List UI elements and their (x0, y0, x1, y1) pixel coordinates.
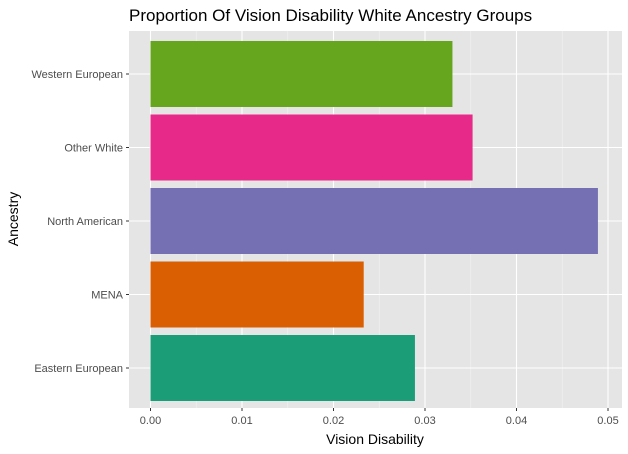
bar-eastern-european (150, 335, 415, 401)
tick-layer: Eastern European MENA North American Other … (31, 69, 618, 427)
x-tick-label: 0.02 (323, 415, 344, 427)
x-tick-label: 0.05 (597, 415, 618, 427)
chart-title: Proportion Of Vision Disability White An… (129, 6, 532, 25)
x-tick-label: 0.00 (140, 415, 161, 427)
bar-mena (150, 261, 364, 328)
y-tick-label: MENA (91, 290, 123, 302)
bar-other-white (150, 114, 473, 181)
bar-layer (150, 41, 598, 401)
y-tick-label: North American (47, 216, 123, 228)
y-tick-label: Other White (64, 143, 123, 155)
bar-north-american (150, 188, 598, 254)
x-tick-label: 0.01 (231, 415, 252, 427)
x-tick-label: 0.04 (506, 415, 527, 427)
y-axis-title: Ancestry (5, 192, 21, 246)
y-tick-label: Western European (31, 69, 123, 81)
x-axis-title: Vision Disability (326, 431, 424, 447)
x-tick-label: 0.03 (414, 415, 435, 427)
y-tick-label: Eastern European (34, 363, 123, 375)
bar-western-european (150, 41, 453, 107)
